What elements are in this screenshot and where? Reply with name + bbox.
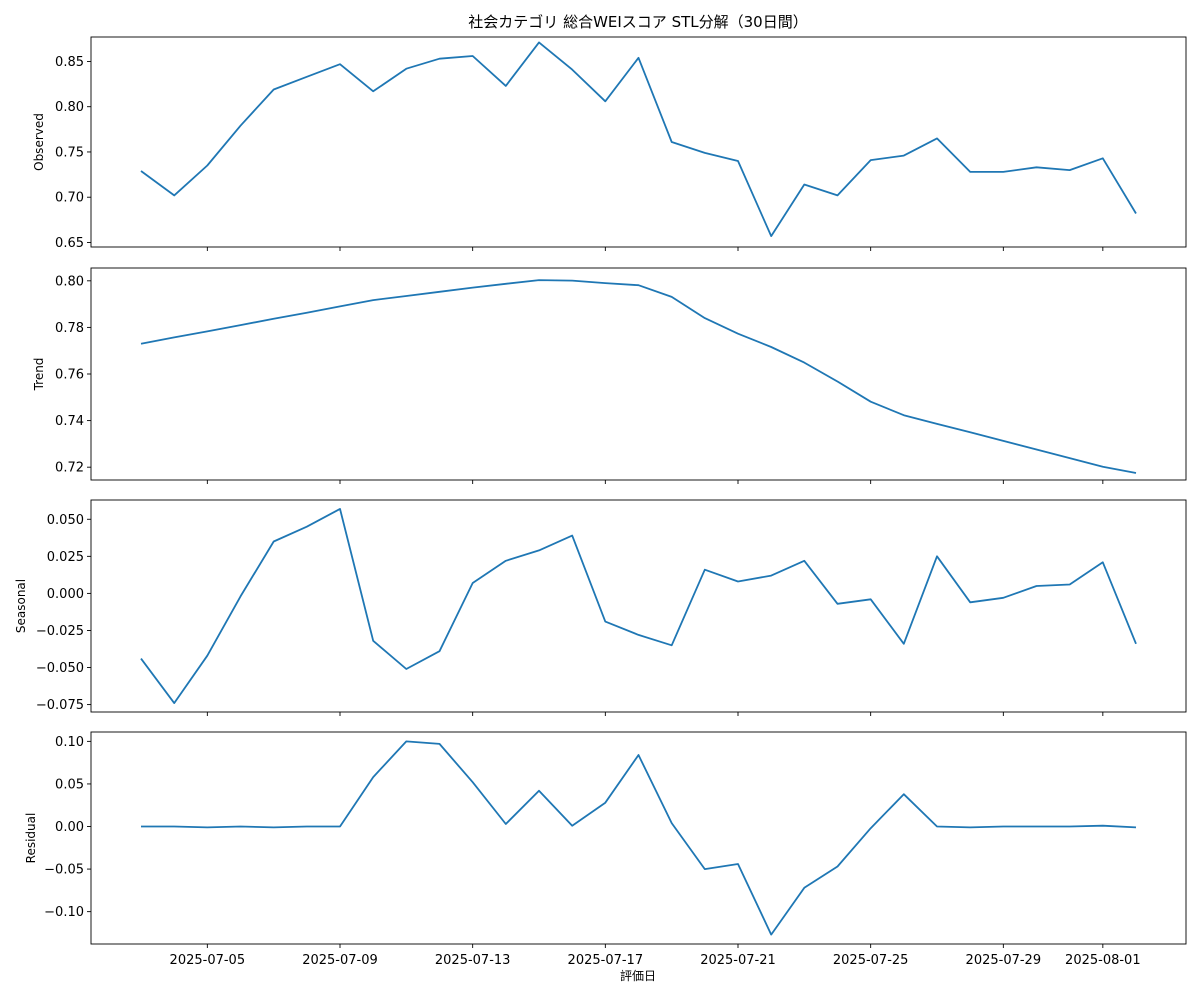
y-tick-label: 0.050	[47, 513, 84, 528]
x-tick-label: 2025-08-01	[1065, 953, 1141, 968]
x-tick-label: 2025-07-05	[170, 953, 246, 968]
series-line-residual	[141, 740, 1137, 936]
panel-observed: 0.65 0.70 0.75 0.80 0.85 Observed	[32, 36, 1187, 251]
x-tick-label: 2025-07-25	[833, 953, 909, 968]
y-tick-label: 0.85	[55, 55, 84, 70]
y-tick-label: 0.78	[55, 321, 84, 336]
y-tick-label: 0.72	[55, 461, 84, 476]
x-tick-label: 2025-07-17	[568, 953, 644, 968]
y-tick-label: 0.76	[55, 368, 84, 383]
y-tick-label: 0.10	[55, 735, 84, 750]
x-axis-label: 評価日	[620, 968, 656, 983]
y-tick-label: −0.05	[44, 863, 84, 878]
series-line-observed	[140, 41, 1137, 238]
panel-frame	[90, 731, 1187, 945]
x-tick-label: 2025-07-09	[302, 953, 378, 968]
y-tick-label: 0.000	[47, 587, 84, 602]
y-tick-label: −0.050	[36, 661, 84, 676]
y-axis-label-seasonal: Seasonal	[14, 579, 28, 633]
panel-residual: −0.10 −0.05 0.00 0.05 0.10 2025-07-05 2025-07-…	[24, 731, 1187, 968]
y-tick-label: −0.025	[36, 624, 84, 639]
y-axis-label-observed: Observed	[32, 113, 46, 171]
y-tick-label: 0.00	[55, 820, 84, 835]
panel-trend: 0.72 0.74 0.76 0.78 0.80 Trend	[32, 267, 1187, 484]
chart-title: 社会カテゴリ 総合WEIスコア STL分解（30日間）	[468, 13, 807, 31]
y-tick-label: 0.80	[55, 100, 84, 115]
y-axis-label-trend: Trend	[32, 358, 46, 392]
y-axis-label-residual: Residual	[24, 813, 38, 864]
y-tick-label: 0.75	[55, 145, 84, 160]
y-tick-label: −0.075	[36, 698, 84, 713]
series-line-trend	[140, 279, 1137, 474]
y-tick-label: 0.74	[55, 414, 84, 429]
panels-group: 0.65 0.70 0.75 0.80 0.85 Observed 0.72 0.74 0.76…	[14, 36, 1187, 968]
y-tick-label: 0.70	[55, 191, 84, 206]
panel-seasonal: −0.075 −0.050 −0.025 0.000 0.025 0.050 Seasona…	[14, 499, 1187, 716]
panel-frame	[90, 499, 1187, 713]
y-tick-label: 0.05	[55, 777, 84, 792]
panel-frame	[90, 36, 1187, 248]
y-tick-label: −0.10	[44, 905, 84, 920]
series-line-seasonal	[140, 507, 1137, 704]
y-tick-label: 0.80	[55, 274, 84, 289]
y-tick-label: 0.65	[55, 236, 84, 251]
x-tick-label: 2025-07-13	[435, 953, 511, 968]
y-tick-label: 0.025	[47, 550, 84, 565]
x-tick-label: 2025-07-29	[966, 953, 1042, 968]
x-tick-label: 2025-07-21	[700, 953, 776, 968]
